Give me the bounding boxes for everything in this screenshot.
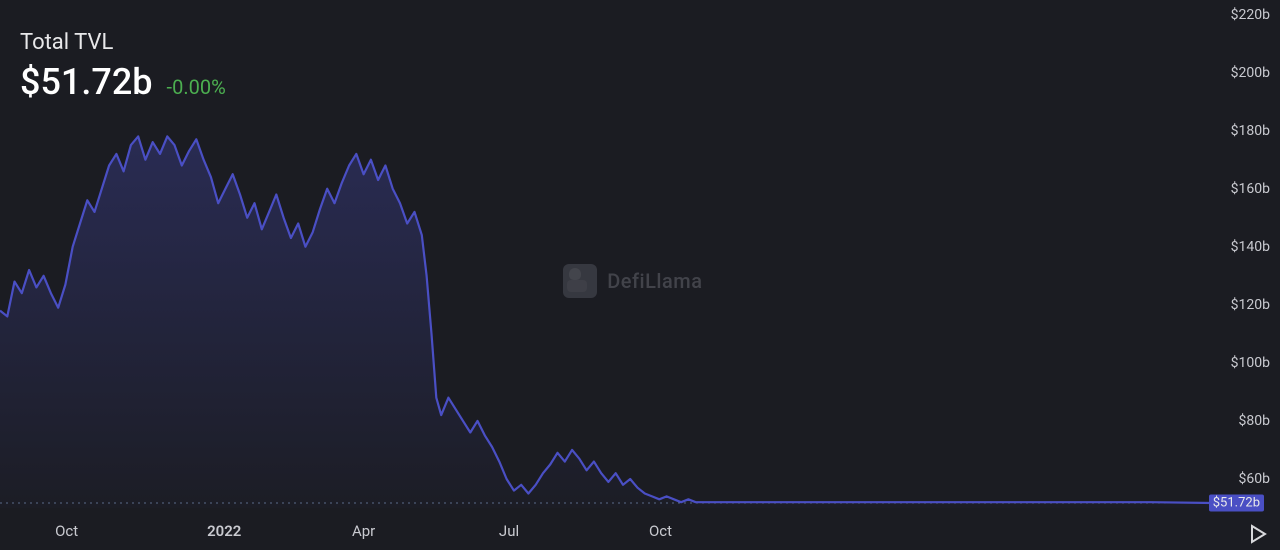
y-tick-label: $60b xyxy=(1212,471,1270,487)
end-value-label: $51.72b xyxy=(1209,495,1264,512)
chart-change: -0.00% xyxy=(167,75,226,99)
x-axis: Oct 2022 Apr Jul Oct xyxy=(0,516,1212,540)
y-tick-label: $220b xyxy=(1212,7,1270,23)
tvl-chart-panel: Total TVL $51.72b -0.00% DefiLlama $60b$… xyxy=(0,0,1280,550)
play-icon[interactable] xyxy=(1248,524,1268,544)
y-tick-label: $180b xyxy=(1212,123,1270,139)
x-tick-label: Oct xyxy=(55,522,78,540)
y-axis: $60b $80b $100b $120b $140b $160b $180b $200b $2… xyxy=(1212,0,1270,550)
y-tick-label: $200b xyxy=(1212,65,1270,81)
chart-value-row: $51.72b -0.00% xyxy=(20,61,226,103)
chart-title: Total TVL xyxy=(20,30,226,55)
y-tick-label: $80b xyxy=(1212,413,1270,429)
x-tick-label: Oct xyxy=(649,522,672,540)
x-tick-label: 2022 xyxy=(207,522,241,540)
y-tick-label: $120b xyxy=(1212,297,1270,313)
chart-header: Total TVL $51.72b -0.00% xyxy=(20,30,226,103)
y-tick-label: $140b xyxy=(1212,239,1270,255)
y-tick-label: $160b xyxy=(1212,181,1270,197)
x-tick-label: Jul xyxy=(499,522,519,540)
y-tick-label: $100b xyxy=(1212,355,1270,371)
chart-value: $51.72b xyxy=(20,61,153,103)
x-tick-label: Apr xyxy=(352,522,375,540)
